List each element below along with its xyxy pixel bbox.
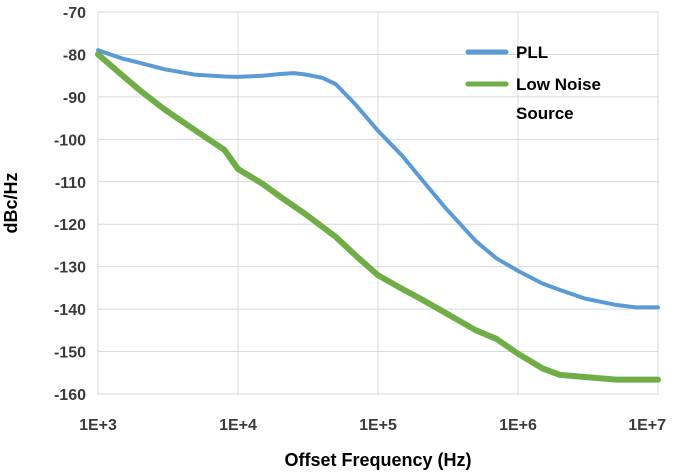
y-axis-title: dBc/Hz [1, 172, 21, 233]
series-line-low-noise-source [95, 51, 661, 383]
y-tick-label: -130 [54, 260, 86, 277]
y-tick-label: -140 [54, 302, 86, 319]
x-axis-title: Offset Frequency (Hz) [284, 450, 471, 470]
y-axis-tick-labels: -70 -80 -90 -100 -110 -120 -130 -140 -150 -160 [54, 5, 86, 404]
y-tick-label: -150 [54, 345, 86, 362]
y-tick-label: -120 [54, 217, 86, 234]
x-axis-tick-labels: 1E+3 1E+4 1E+5 1E+6 1E+7 [79, 417, 666, 434]
x-tick-label: 1E+3 [79, 417, 117, 434]
grid-lines [97, 11, 659, 395]
y-tick-label: -80 [63, 47, 86, 64]
x-tick-label: 1E+4 [219, 417, 257, 434]
x-tick-label: 1E+7 [628, 417, 666, 434]
y-tick-label: -110 [55, 175, 86, 192]
series-line-pll [96, 48, 660, 310]
y-tick-label: -100 [54, 132, 86, 149]
plot-area-frame [97, 11, 659, 395]
x-tick-label: 1E+5 [359, 417, 397, 434]
x-tick-label: 1E+6 [499, 417, 537, 434]
y-tick-label: -160 [54, 387, 86, 404]
legend-label-low-noise-source-line2: Source [516, 104, 574, 123]
legend-label-pll: PLL [516, 43, 548, 62]
y-tick-label: -90 [63, 90, 86, 107]
series-lines [95, 48, 661, 383]
y-tick-label: -70 [63, 5, 86, 22]
legend-label-low-noise-source-line1: Low Noise [516, 75, 601, 94]
legend: PLL Low Noise Source [465, 43, 601, 123]
